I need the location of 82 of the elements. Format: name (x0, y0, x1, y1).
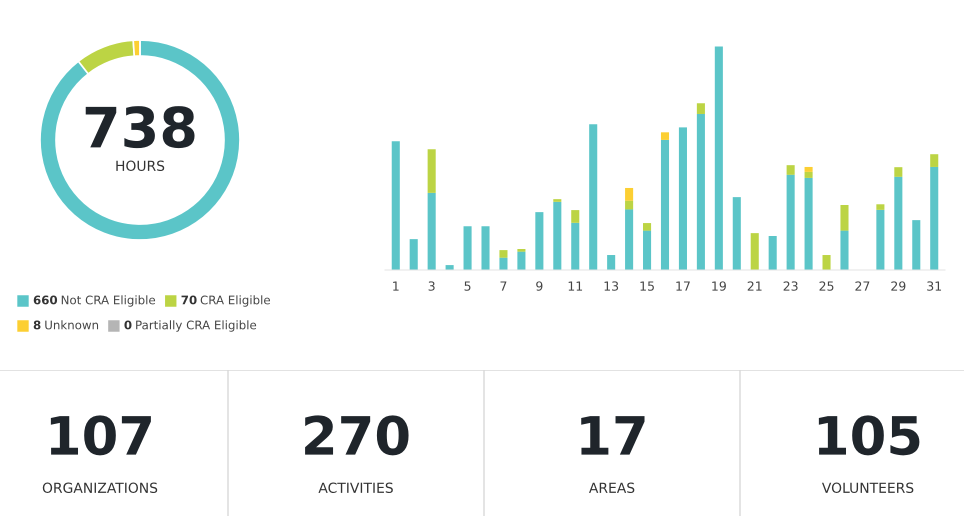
bar (571, 210, 580, 223)
bar (786, 165, 795, 175)
x-tick-label: 1 (393, 281, 399, 291)
bar (768, 236, 777, 270)
x-tick-label: 3 (428, 281, 435, 291)
x-tick-label: 31 (927, 281, 942, 291)
bar (499, 258, 508, 270)
legend-label: Partially CRA Eligible (136, 320, 256, 332)
text: VOLUNTEERS (822, 482, 914, 494)
bar (930, 154, 938, 167)
bar (732, 197, 741, 270)
x-tick-label: 19 (712, 281, 726, 291)
bar (571, 222, 580, 270)
bar (786, 174, 795, 270)
bar (535, 212, 544, 270)
bar (714, 46, 723, 270)
bar (822, 255, 831, 270)
bar (625, 200, 634, 210)
bar (643, 230, 652, 270)
bar (804, 178, 813, 270)
text: 17 (581, 416, 645, 455)
text: 107 (50, 415, 151, 456)
bar (660, 140, 670, 270)
x-tick-label: 7 (500, 281, 506, 291)
bar (553, 202, 562, 270)
bar (660, 132, 670, 140)
bar (446, 265, 454, 270)
donut-slice (39, 39, 241, 241)
bar (912, 220, 920, 270)
legend-label: CRA Eligible (200, 295, 270, 307)
bar (804, 172, 813, 178)
data-label: 70 (182, 295, 197, 304)
bar (804, 166, 813, 172)
x-tick-label: 17 (676, 281, 690, 291)
bar (894, 176, 902, 270)
bar (553, 199, 562, 202)
bar (499, 250, 508, 258)
bar (894, 167, 902, 177)
text: 105 (818, 415, 920, 456)
bar (696, 103, 705, 114)
bar (750, 233, 759, 270)
bar (392, 141, 400, 270)
text: ORGANIZATIONS (42, 482, 158, 494)
bar (625, 209, 634, 270)
bar (481, 226, 490, 270)
x-tick-label: 9 (536, 281, 542, 291)
bar (930, 166, 938, 270)
x-tick-label: 13 (604, 281, 618, 291)
x-tick-label: 27 (855, 281, 870, 291)
x-tick-label: 15 (640, 281, 654, 291)
bar (625, 188, 634, 201)
legend-label: Unknown (45, 320, 98, 330)
bar (696, 114, 705, 270)
bar (678, 127, 687, 270)
text: 270 (305, 415, 409, 456)
bar (428, 149, 436, 193)
slice-label: Not CRA Eligible (62, 295, 156, 307)
bar (517, 248, 526, 252)
x-tick-label: 5 (464, 281, 470, 291)
data-label: 660 (34, 295, 58, 304)
bar (607, 255, 616, 270)
bar (840, 230, 849, 270)
data-label: 8 (34, 320, 40, 330)
x-tick-label: 23 (784, 281, 798, 291)
text: 0 (124, 320, 132, 330)
x-tick-label: 21 (748, 281, 762, 291)
x-tick-label: 11 (568, 281, 582, 291)
x-tick-label: 25 (820, 281, 834, 291)
bar (643, 223, 652, 231)
text: AREAS (588, 482, 634, 494)
bar (876, 210, 884, 270)
bar (840, 204, 849, 231)
bar (464, 226, 472, 270)
bar (410, 239, 418, 270)
bar (589, 124, 598, 270)
text: HOURS (116, 160, 164, 172)
text: 738 (86, 106, 195, 148)
bar (517, 252, 526, 270)
bar (876, 204, 884, 210)
x-tick-label: 29 (891, 281, 906, 291)
bar (428, 192, 436, 270)
text: ACTIVITIES (318, 482, 393, 494)
